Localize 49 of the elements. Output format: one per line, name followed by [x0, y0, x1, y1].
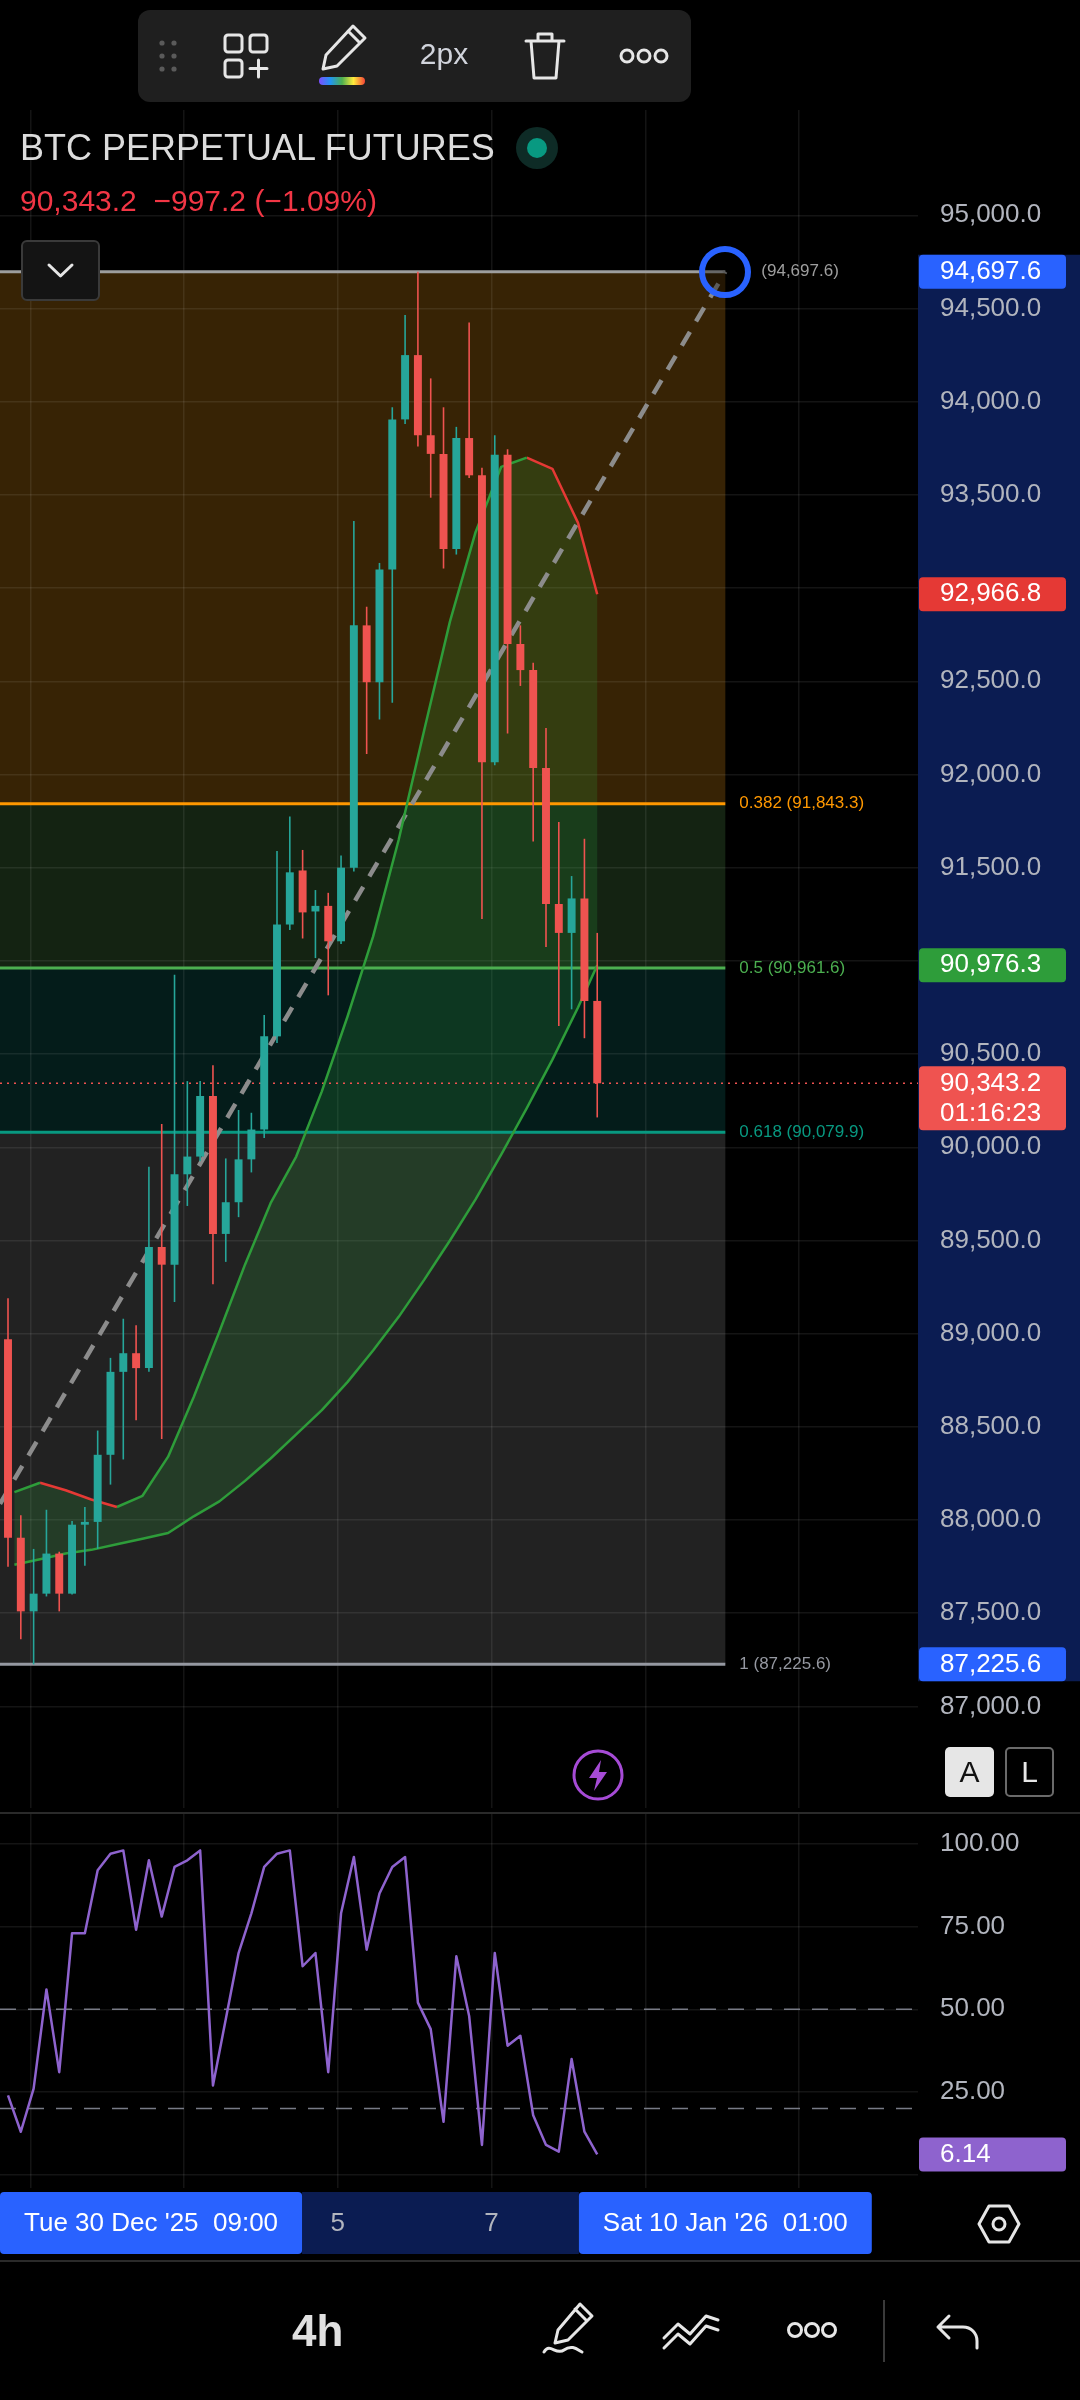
toggle-button: A: [945, 1747, 994, 1797]
y-tick-label: 94,697.6: [940, 254, 1042, 285]
ref-line-label: 0.618 (90,079.9): [739, 1122, 865, 1142]
y-tick-label: 88,500.0: [940, 1410, 1042, 1441]
y-tick-label: 87,500.0: [940, 1596, 1042, 1627]
y-tick-label: 94,500.0: [940, 291, 1042, 322]
y-tick-label: 92,000.0: [940, 757, 1042, 788]
ref-line-label: 0.5 (90,961.6): [739, 957, 846, 977]
ref-line-label: 1 (87,225.6): [739, 1654, 832, 1674]
candlestick: [119, 1317, 128, 1461]
y-tick-label: 91,500.0: [940, 850, 1042, 881]
y-tick-label: 75.00: [940, 1909, 1006, 1940]
x-tick-label: 5: [330, 2206, 346, 2237]
ref-line-label: (94,697.6): [761, 261, 839, 281]
candlestick: [183, 1080, 192, 1207]
candlestick: [132, 1324, 141, 1422]
toggle-button: L: [1005, 1747, 1054, 1797]
y-tick-label: 90,500.0: [940, 1037, 1042, 1068]
candlestick: [311, 889, 320, 959]
text: 90,343.2 −997.2 (−1.09%): [20, 184, 377, 218]
text: Tue 30 Dec '25 09:00: [24, 2207, 279, 2238]
toolbar: 2px: [138, 10, 691, 102]
text: BTC PERPETUAL FUTURES: [20, 127, 495, 169]
candlestick: [29, 1548, 38, 1666]
candlestick: [80, 1506, 89, 1567]
y-tick-label: 6.14: [940, 2137, 991, 2168]
candlestick: [426, 377, 435, 499]
y-tick-label: 88,000.0: [940, 1503, 1042, 1534]
text: 01:16:23: [940, 1097, 1042, 1128]
ref-line-label: 90,343.2: [940, 1067, 1042, 1098]
x-tick-label: Sat 10 Jan '26 01:00: [602, 2206, 848, 2237]
text: 4h: [292, 2306, 344, 2356]
y-tick-label: 90,000.0: [940, 1130, 1042, 1161]
y-tick-label: 89,000.0: [940, 1316, 1042, 1347]
y-tick-label: 87,225.6: [940, 1647, 1042, 1678]
ref-line-label: 0.382 (91,843.3): [739, 793, 865, 813]
y-tick-label: 94,000.0: [940, 384, 1042, 415]
candlestick: [157, 1123, 166, 1440]
x-tick-label: 7: [484, 2206, 499, 2237]
y-tick-label: 87,000.0: [940, 1689, 1042, 1720]
y-tick-label: 92,500.0: [940, 664, 1042, 695]
y-tick-label: 100.00: [940, 1826, 1020, 1857]
y-tick-label: 50.00: [940, 1992, 1006, 2023]
y-tick-label: 92,966.8: [940, 577, 1042, 608]
y-tick-label: 95,000.0: [940, 198, 1042, 229]
y-tick-label: 25.00: [940, 2075, 1006, 2106]
y-tick-label: 90,976.3: [940, 948, 1042, 979]
y-tick-label: 89,500.0: [940, 1223, 1042, 1254]
y-tick-label: 93,500.0: [940, 478, 1042, 509]
